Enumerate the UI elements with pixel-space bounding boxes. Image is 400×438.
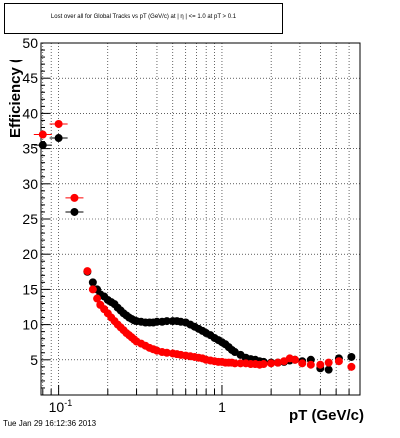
data-point (162, 348, 171, 357)
y-tick-label: 10 (22, 317, 38, 333)
data-point (93, 294, 102, 303)
data-point (230, 359, 239, 368)
data-point (54, 134, 63, 143)
y-tick-label: 20 (22, 246, 38, 262)
data-point (324, 358, 333, 367)
data-point (306, 360, 315, 369)
x-tick-label: 1 (218, 399, 226, 415)
data-point (54, 119, 63, 128)
data-point (273, 358, 282, 367)
y-tick-label: 40 (22, 105, 38, 121)
data-point (316, 360, 325, 369)
data-point (88, 285, 97, 294)
x-axis-title: pT (GeV/c) (288, 407, 364, 424)
data-point (38, 130, 47, 139)
data-point (347, 362, 356, 371)
y-tick-label: 15 (22, 281, 38, 297)
y-axis-title: Efficiency (%) (7, 60, 24, 138)
y-axis-title-text: Efficiency (%) (7, 60, 24, 138)
data-point (334, 357, 343, 366)
y-tick-label: 25 (22, 211, 38, 227)
data-point (38, 141, 47, 150)
data-point (267, 359, 276, 368)
y-tick-label: 35 (22, 141, 38, 157)
data-point (259, 360, 268, 369)
data-point (70, 207, 79, 216)
x-tick-label: 10-1 (49, 398, 73, 415)
data-point (88, 278, 97, 287)
data-point (70, 193, 79, 202)
title-box: Lost over all for Global Tracks vs pT (G… (4, 3, 283, 34)
data-point (291, 355, 300, 364)
data-point (347, 352, 356, 361)
y-tick-label: 5 (30, 352, 38, 368)
timestamp: Tue Jan 29 16:12:36 2013 (3, 419, 97, 428)
data-point (298, 359, 307, 368)
y-tick-label: 45 (22, 70, 38, 86)
data-point (83, 267, 92, 276)
data-point (162, 317, 171, 326)
plot-title: Lost over all for Global Tracks vs pT (G… (50, 14, 237, 20)
y-tick-label: 30 (22, 176, 38, 192)
y-tick-label: 50 (22, 35, 38, 51)
data-point (324, 365, 333, 374)
